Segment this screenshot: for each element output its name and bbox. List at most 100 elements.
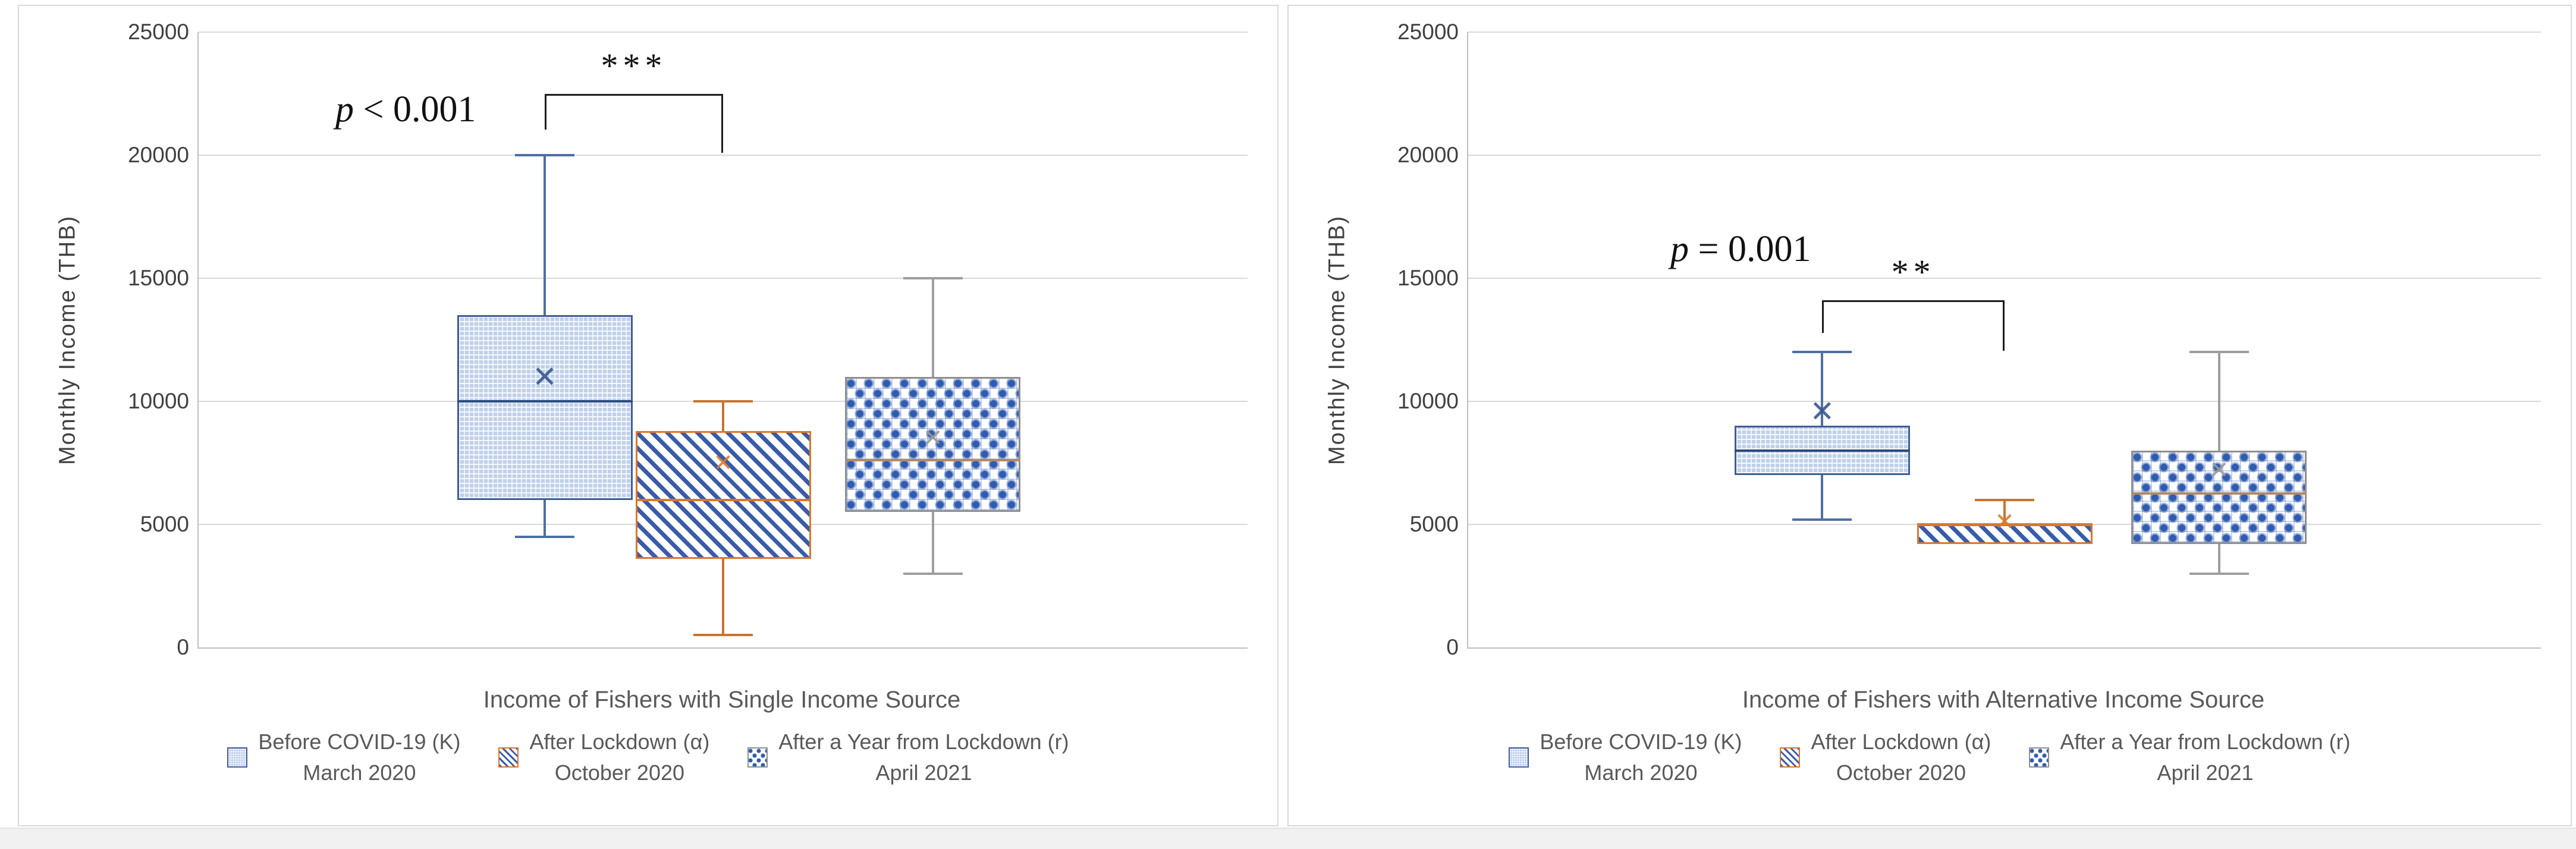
whisker-max-cap xyxy=(2189,351,2249,354)
chart-panel-single-income: Monthly Income (THB) p < 0.001 0 5000 1000… xyxy=(18,5,1278,826)
bottom-strip xyxy=(0,828,2576,849)
mean-x-icon: ✕ xyxy=(532,360,558,394)
gridline xyxy=(1468,32,2541,33)
legend-item: After a Year from Lockdown (r) April 202… xyxy=(2029,727,2351,788)
p-value-text: = 0.001 xyxy=(1698,229,1811,269)
y-tick-label: 20000 xyxy=(128,143,189,167)
legend-sublabel: April 2021 xyxy=(875,760,972,785)
p-value-text: < 0.001 xyxy=(363,89,476,130)
whisker-lower-line xyxy=(544,499,546,537)
box-iqr xyxy=(1917,524,2093,545)
whisker-min-cap xyxy=(903,572,963,575)
bracket-left-tick xyxy=(1822,300,1824,334)
median-line xyxy=(845,459,1021,462)
whisker-lower-line xyxy=(722,558,724,636)
whisker-min-cap xyxy=(2189,572,2249,575)
mean-x-icon: ✕ xyxy=(1994,508,2015,535)
gridline xyxy=(199,524,1248,525)
gridline xyxy=(1468,155,2541,156)
box-iqr xyxy=(1734,426,1910,476)
bracket-right-tick xyxy=(2003,300,2005,351)
legend-swatch-blue-diamond-icon xyxy=(747,747,768,768)
y-tick-label: 10000 xyxy=(1397,389,1459,413)
box-series-blue-diamond: ✕ xyxy=(1468,32,2541,647)
legend-swatch-blue-check-icon xyxy=(227,747,248,768)
y-tick-label: 25000 xyxy=(1397,20,1459,44)
p-symbol: p xyxy=(335,89,354,130)
y-axis-title: Monthly Income (THB) xyxy=(55,215,80,465)
gridline xyxy=(1468,278,2541,279)
legend: Before COVID-19 (K) March 2020 After Loc… xyxy=(43,727,1254,788)
bracket-right-tick xyxy=(721,93,723,153)
box-iqr xyxy=(2131,450,2307,545)
whisker-min-cap xyxy=(693,634,753,637)
gridline xyxy=(199,32,1248,33)
whisker-upper-line xyxy=(2003,499,2006,524)
plot-area: p = 0.001 0 5000 10000 15000 20000 25000 ✕ ✕ ✕ ** xyxy=(1397,20,2541,659)
mean-x-icon: ✕ xyxy=(923,425,943,452)
legend-label: Before COVID-19 (K) xyxy=(1540,729,1742,754)
significance-stars: ** xyxy=(1891,253,1936,292)
whisker-min-cap xyxy=(515,535,575,538)
legend-item: After Lockdown (α) October 2020 xyxy=(1780,727,1991,788)
y-tick-label: 15000 xyxy=(128,266,189,290)
whisker-lower-line xyxy=(2217,544,2220,574)
significance-bracket xyxy=(1822,300,2005,303)
median-line xyxy=(2131,492,2307,495)
legend-sublabel: October 2020 xyxy=(554,760,685,785)
median-line xyxy=(635,498,811,501)
bracket-left-tick xyxy=(545,93,547,130)
legend-item: After a Year from Lockdown (r) April 202… xyxy=(747,727,1069,788)
legend-text: After a Year from Lockdown (r) April 202… xyxy=(2060,727,2350,788)
whisker-lower-line xyxy=(1821,475,1824,520)
legend-text: Before COVID-19 (K) March 2020 xyxy=(258,727,460,788)
p-value-annotation: p < 0.001 xyxy=(335,89,476,131)
whisker-upper-line xyxy=(722,401,724,431)
box-iqr xyxy=(845,376,1021,512)
x-axis-title: Income of Fishers with Alternative Incom… xyxy=(1742,687,2265,713)
legend-swatch-blue-check-icon xyxy=(1509,747,1529,768)
legend-label: Before COVID-19 (K) xyxy=(258,729,461,754)
box-iqr xyxy=(457,315,633,500)
significance-bracket xyxy=(545,93,723,96)
legend-sublabel: March 2020 xyxy=(303,760,416,785)
legend-sublabel: March 2020 xyxy=(1584,760,1698,785)
legend-label: After Lockdown (α) xyxy=(1811,729,1991,754)
y-tick-label: 10000 xyxy=(128,389,189,413)
legend-sublabel: October 2020 xyxy=(1836,760,1966,785)
mean-x-icon: ✕ xyxy=(2209,457,2229,483)
legend-item: Before COVID-19 (K) March 2020 xyxy=(1509,727,1742,788)
legend-label: After Lockdown (α) xyxy=(529,729,710,754)
box-series-blue-check: ✕ xyxy=(1468,32,2541,647)
y-tick-label: 20000 xyxy=(1397,143,1459,167)
p-symbol: p xyxy=(1670,229,1689,269)
y-tick-label: 5000 xyxy=(1409,512,1459,536)
legend-label: After a Year from Lockdown (r) xyxy=(778,729,1069,754)
whisker-lower-line xyxy=(931,512,934,574)
gridline xyxy=(199,155,1248,156)
gridline xyxy=(199,278,1248,279)
median-line xyxy=(1734,449,1910,452)
legend-text: After a Year from Lockdown (r) April 202… xyxy=(778,727,1069,788)
gridline xyxy=(1468,524,2541,525)
p-value-annotation: p = 0.001 xyxy=(1670,228,1811,271)
y-tick-label: 5000 xyxy=(140,512,189,536)
plot-area: p < 0.001 0 5000 10000 15000 20000 25000 ✕ ✕ ✕ **… xyxy=(128,20,1248,659)
y-axis-title: Monthly Income (THB) xyxy=(1324,215,1350,465)
y-tick-label: 0 xyxy=(1446,635,1459,659)
legend-item: Before COVID-19 (K) March 2020 xyxy=(227,727,460,788)
box-iqr xyxy=(635,430,811,559)
whisker-max-cap xyxy=(1792,351,1852,354)
y-tick-label: 25000 xyxy=(128,20,189,44)
legend-swatch-orange-stripe-icon xyxy=(1780,747,1801,768)
box-series-orange-stripe: ✕ xyxy=(1468,32,2541,647)
significance-stars: *** xyxy=(601,46,667,85)
legend-swatch-orange-stripe-icon xyxy=(498,747,519,768)
gridline xyxy=(1468,401,2541,402)
legend-text: Before COVID-19 (K) March 2020 xyxy=(1540,727,1742,788)
legend-swatch-blue-diamond-icon xyxy=(2029,747,2050,768)
whisker-upper-line xyxy=(1821,352,1824,426)
y-tick-label: 0 xyxy=(177,635,189,659)
whisker-upper-line xyxy=(931,278,934,377)
legend-text: After Lockdown (α) October 2020 xyxy=(529,727,709,788)
